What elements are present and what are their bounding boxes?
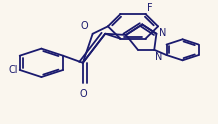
Text: N: N — [155, 52, 163, 62]
Text: O: O — [81, 21, 88, 31]
Text: F: F — [147, 3, 153, 13]
Text: O: O — [79, 89, 87, 99]
Text: N: N — [159, 28, 166, 38]
Text: Cl: Cl — [9, 65, 18, 75]
